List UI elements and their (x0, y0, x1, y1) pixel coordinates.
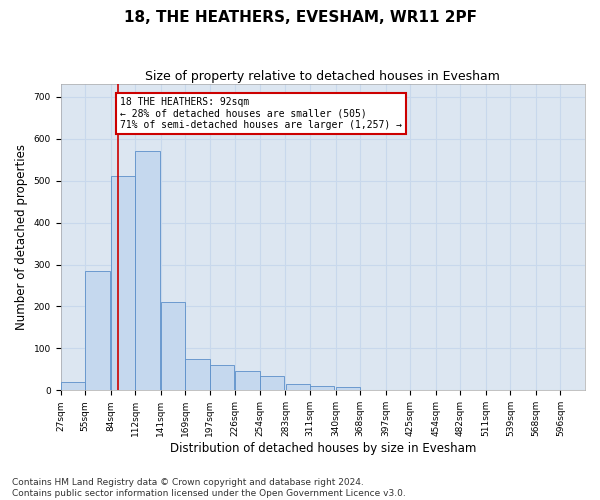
Bar (61, 382, 85, 390)
Text: Contains HM Land Registry data © Crown copyright and database right 2024.
Contai: Contains HM Land Registry data © Crown c… (12, 478, 406, 498)
Y-axis label: Number of detached properties: Number of detached properties (15, 144, 28, 330)
Text: 18, THE HEATHERS, EVESHAM, WR11 2PF: 18, THE HEATHERS, EVESHAM, WR11 2PF (124, 10, 476, 25)
Text: 18 THE HEATHERS: 92sqm
← 28% of detached houses are smaller (505)
71% of semi-de: 18 THE HEATHERS: 92sqm ← 28% of detached… (120, 96, 402, 130)
Bar (136, 152, 160, 390)
Bar (235, 372, 260, 390)
Bar (335, 387, 360, 390)
Bar (85, 271, 110, 390)
X-axis label: Distribution of detached houses by size in Evesham: Distribution of detached houses by size … (170, 442, 476, 455)
Bar (210, 365, 235, 390)
Bar (111, 176, 135, 390)
Bar (286, 384, 310, 390)
Bar (260, 376, 284, 390)
Title: Size of property relative to detached houses in Evesham: Size of property relative to detached ho… (145, 70, 500, 83)
Bar (161, 302, 185, 390)
Bar (310, 386, 334, 390)
Bar (185, 359, 210, 390)
